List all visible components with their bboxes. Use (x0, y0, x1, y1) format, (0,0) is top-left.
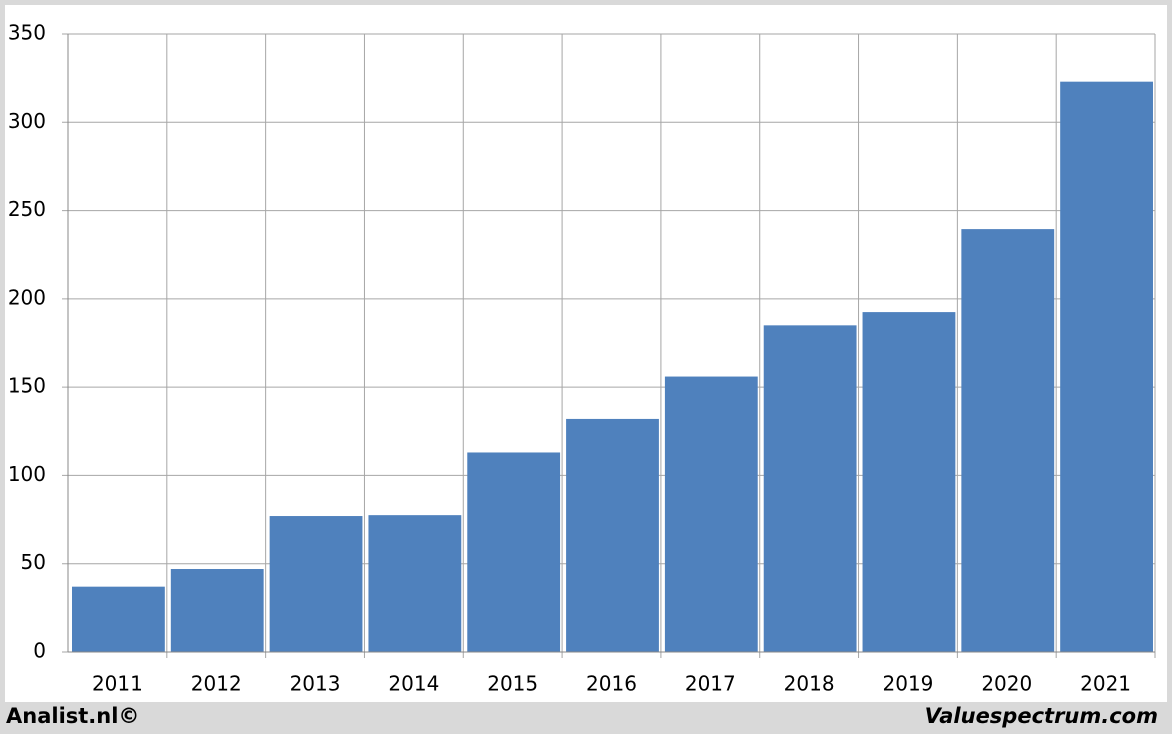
footer-right: Valuespectrum.com (925, 704, 1158, 728)
x-tick-label: 2012 (191, 672, 242, 696)
bar (862, 312, 956, 652)
x-tick-label: 2011 (92, 672, 143, 696)
bar (467, 452, 561, 652)
x-tick-label: 2015 (487, 672, 538, 696)
bar (1060, 81, 1153, 652)
footer-left: Analist.nl© (6, 704, 139, 728)
x-tick-label: 2017 (685, 672, 736, 696)
x-tick-label: 2014 (388, 672, 439, 696)
x-tick-label: 2018 (784, 672, 835, 696)
x-tick-label: 2019 (883, 672, 934, 696)
y-tick-label: 200 (8, 285, 46, 309)
bar (368, 515, 462, 652)
bar (72, 586, 165, 652)
bar (961, 229, 1055, 652)
bar (170, 569, 264, 652)
bar (763, 325, 857, 652)
bar (664, 376, 758, 652)
bar (269, 516, 363, 652)
x-tick-label: 2016 (586, 672, 637, 696)
x-tick-label: 2020 (981, 672, 1032, 696)
y-tick-label: 300 (8, 109, 46, 133)
y-tick-label: 150 (8, 374, 46, 398)
bar (566, 418, 659, 652)
x-tick-label: 2013 (290, 672, 341, 696)
y-tick-label: 250 (8, 197, 46, 221)
y-tick-label: 100 (8, 462, 46, 486)
y-tick-label: 0 (33, 639, 46, 663)
x-tick-label: 2021 (1080, 672, 1131, 696)
y-tick-label: 50 (21, 550, 46, 574)
y-tick-label: 350 (8, 21, 46, 45)
